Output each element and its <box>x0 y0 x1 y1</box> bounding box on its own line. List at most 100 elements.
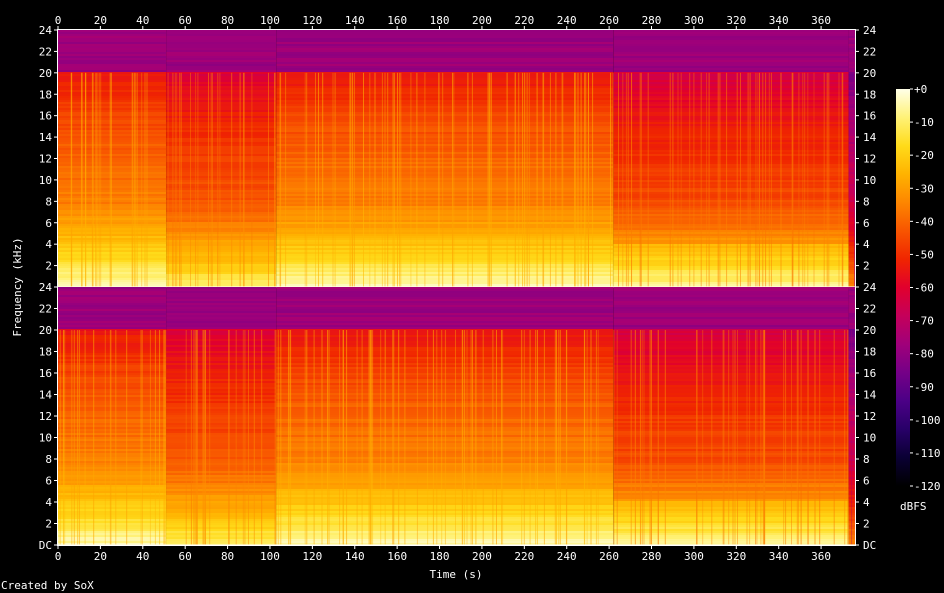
y-tick-label-left: 2 <box>45 518 52 531</box>
x-axis-label: Time (s) <box>430 568 483 581</box>
y-tick-label-right: 4 <box>863 238 870 251</box>
channel-top-spectrogram <box>58 30 856 288</box>
y-tick-label-right: 20 <box>863 67 876 80</box>
y-tick-label-left: 4 <box>45 238 52 251</box>
x-tick-label-top: 300 <box>684 14 704 27</box>
y-tick-label-right: 12 <box>863 410 876 423</box>
y-tick-label-right: 22 <box>863 45 876 58</box>
y-tick-label-right: 10 <box>863 174 876 187</box>
y-tick-label-right: 18 <box>863 88 876 101</box>
colorbar-tick-label: -50 <box>914 248 934 261</box>
x-tick-label-top: 240 <box>557 14 577 27</box>
y-tick-label-right: 10 <box>863 432 876 445</box>
y-tick-label-left: 18 <box>39 346 52 359</box>
axes: 0 0 20 20 40 40 60 60 80 80 100 100 120 120 140 140 160 1… <box>39 14 877 563</box>
footer-credit: Created by SoX <box>1 579 94 592</box>
x-tick-label-bottom: 340 <box>769 550 789 563</box>
y-tick-label-left: 14 <box>39 131 53 144</box>
y-tick-label-left: 18 <box>39 88 52 101</box>
x-tick-label-top: 120 <box>302 14 322 27</box>
colorbar-label: dBFS <box>900 500 927 513</box>
x-tick-label-top: 360 <box>811 14 831 27</box>
colorbar-tick-label: -70 <box>914 315 934 328</box>
x-tick-label-bottom: 120 <box>302 550 322 563</box>
colorbar-tick-label: -40 <box>914 215 934 228</box>
y-tick-label-left: 10 <box>39 174 52 187</box>
x-tick-label-bottom: 60 <box>179 550 192 563</box>
x-tick-label-top: 200 <box>472 14 492 27</box>
x-tick-label-bottom: 160 <box>387 550 407 563</box>
y-tick-label-left: 8 <box>45 453 52 466</box>
y-tick-label-right: 6 <box>863 475 870 488</box>
x-tick-label-bottom: 260 <box>599 550 619 563</box>
x-tick-label-top: 340 <box>769 14 789 27</box>
x-tick-label-bottom: 200 <box>472 550 492 563</box>
y-tick-label-right: 12 <box>863 153 876 166</box>
y-tick-label-left: 22 <box>39 45 52 58</box>
y-tick-label-left: 24 <box>39 24 53 37</box>
y-tick-label-left: 12 <box>39 410 52 423</box>
x-tick-label-bottom: 80 <box>221 550 234 563</box>
x-tick-label-top: 0 <box>55 14 62 27</box>
x-tick-label-top: 60 <box>179 14 192 27</box>
x-tick-label-top: 20 <box>94 14 107 27</box>
colorbar-tick-label: -10 <box>914 116 934 129</box>
colorbar-tick-label: -20 <box>914 149 934 162</box>
x-tick-label-top: 160 <box>387 14 407 27</box>
colorbar-tick-label: -90 <box>914 381 934 394</box>
y-tick-label-right: 8 <box>863 195 870 208</box>
y-tick-label-left: 6 <box>45 217 52 230</box>
x-tick-label-top: 260 <box>599 14 619 27</box>
y-tick-label-right: 14 <box>863 389 877 402</box>
colorbar-tick-label: -60 <box>914 282 934 295</box>
x-tick-label-top: 140 <box>345 14 365 27</box>
y-tick-label-left: 8 <box>45 195 52 208</box>
colorbar-tick-label: -100 <box>914 414 941 427</box>
colorbar-tick-label: -30 <box>914 182 934 195</box>
y-tick-label-left: 20 <box>39 324 52 337</box>
y-tick-label-right: 14 <box>863 131 877 144</box>
y-tick-label-right: 16 <box>863 110 876 123</box>
y-tick-label-left: 10 <box>39 432 52 445</box>
x-tick-label-bottom: 180 <box>430 550 450 563</box>
y-tick-label-right: 22 <box>863 303 876 316</box>
y-tick-label-right: 24 <box>863 281 877 294</box>
x-tick-label-bottom: 280 <box>642 550 662 563</box>
y-tick-label-left: 12 <box>39 153 52 166</box>
x-tick-label-bottom: 360 <box>811 550 831 563</box>
x-tick-label-bottom: 220 <box>514 550 534 563</box>
y-tick-label-right: 6 <box>863 217 870 230</box>
x-tick-label-bottom: 100 <box>260 550 280 563</box>
y-axis-label: Frequency (kHz) <box>11 237 24 336</box>
x-tick-label-bottom: 40 <box>136 550 149 563</box>
y-tick-label-right: 2 <box>863 260 870 273</box>
y-tick-label-right: 18 <box>863 346 876 359</box>
y-tick-label-left: 14 <box>39 389 53 402</box>
x-tick-label-top: 40 <box>136 14 149 27</box>
y-tick-label-right: 16 <box>863 367 876 380</box>
colorbar-tick-label: -110 <box>914 447 941 460</box>
y-tick-label-left: 22 <box>39 303 52 316</box>
y-tick-label-right: 24 <box>863 24 877 37</box>
y-tick-label-right: 20 <box>863 324 876 337</box>
colorbar-tick-label: -80 <box>914 348 934 361</box>
y-tick-label-left: 24 <box>39 281 53 294</box>
y-tick-label-right: 4 <box>863 496 870 509</box>
y-tick-label-left: 6 <box>45 475 52 488</box>
colorbar-scale <box>896 89 910 486</box>
colorbar: +0 -10 -20 -30 -40 -50 -60 -70 -80 -90 -100 -110 -12… <box>896 83 941 513</box>
x-tick-label-top: 320 <box>726 14 746 27</box>
y-tick-label-right: 8 <box>863 453 870 466</box>
y-tick-label-left: 2 <box>45 260 52 273</box>
y-tick-label-left: 16 <box>39 367 52 380</box>
x-tick-label-top: 80 <box>221 14 234 27</box>
x-tick-label-bottom: 320 <box>726 550 746 563</box>
channel-bottom-spectrogram <box>58 287 855 545</box>
x-tick-label-top: 100 <box>260 14 280 27</box>
x-tick-label-bottom: 0 <box>55 550 62 563</box>
colorbar-tick-label: -120 <box>914 480 941 493</box>
colorbar-tick-label: +0 <box>914 83 927 96</box>
y-tick-label-left: 4 <box>45 496 52 509</box>
x-tick-label-top: 280 <box>642 14 662 27</box>
